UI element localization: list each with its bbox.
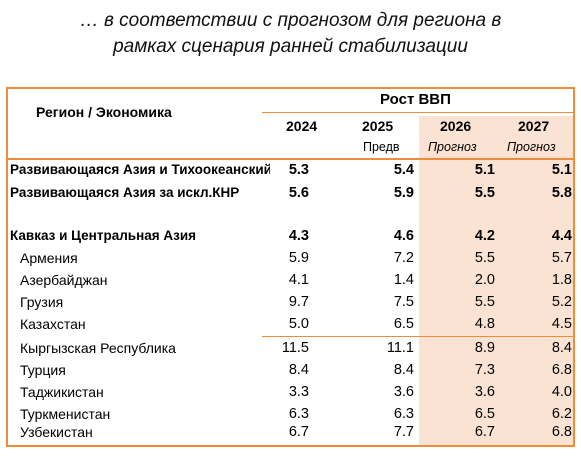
row-name: Казахстан — [20, 316, 86, 332]
value-2026: 5.5 — [474, 250, 495, 266]
value-2027: 6.8 — [551, 362, 572, 378]
value-2024: 11.5 — [281, 340, 309, 356]
sub-2027: Прогноз — [507, 140, 556, 154]
table-row: Таджикистан 3.3 3.6 3.6 4.0 — [0, 384, 581, 406]
header-bottom-rule — [7, 158, 574, 160]
value-2027: 5.1 — [551, 162, 572, 178]
value-2025: 1.4 — [393, 272, 414, 288]
sub-2025: Предв — [363, 140, 400, 154]
table-row: Узбекистан 6.7 7.7 6.7 6.8 — [0, 424, 581, 446]
row-name: Кыргызская Республика — [20, 340, 176, 356]
table-row: Армения 5.9 7.2 5.5 5.7 — [0, 250, 581, 272]
table-row: Развивающаяся Азия и Тихоокеанский регио… — [0, 162, 581, 184]
value-2024: 4.1 — [288, 272, 309, 288]
forecast-shade — [419, 116, 574, 446]
value-2027: 4.0 — [551, 384, 572, 400]
row-name: Армения — [20, 250, 78, 266]
value-2025: 5.4 — [393, 162, 414, 178]
value-2025: 3.6 — [393, 384, 414, 400]
value-2026: 5.1 — [474, 162, 495, 178]
value-2024: 5.6 — [288, 185, 309, 201]
value-2024: 5.9 — [288, 250, 309, 266]
value-2024: 6.7 — [288, 424, 309, 440]
value-2025: 8.4 — [393, 362, 414, 378]
value-2027: 6.8 — [551, 424, 572, 440]
row-name: Развивающаяся Азия и Тихоокеанский регио… — [10, 162, 270, 177]
row-name: Кавказ и Центральная Азия — [10, 228, 197, 243]
table-frame — [6, 87, 575, 447]
value-2026: 4.8 — [474, 316, 495, 332]
value-2026: 4.2 — [474, 228, 495, 244]
value-2027: 5.7 — [551, 250, 572, 266]
year-2027: 2027 — [518, 118, 550, 134]
value-2026: 7.3 — [474, 362, 495, 378]
value-2025: 7.5 — [393, 294, 414, 310]
value-2026: 6.5 — [474, 406, 495, 422]
value-2024: 5.0 — [288, 316, 309, 332]
row-name: Грузия — [20, 294, 64, 310]
value-2026: 3.6 — [474, 384, 495, 400]
table-row: Кавказ и Центральная Азия 4.3 4.6 4.2 4.… — [0, 228, 581, 250]
value-2027: 1.8 — [551, 272, 572, 288]
table-row: Грузия 9.7 7.5 5.5 5.2 — [0, 294, 581, 316]
table-row: Азербайджан 4.1 1.4 2.0 1.8 — [0, 272, 581, 294]
value-2026: 5.5 — [474, 185, 495, 201]
value-2026: 6.7 — [474, 424, 495, 440]
value-2025: 6.3 — [393, 406, 414, 422]
table-row: Казахстан 5.0 6.5 4.8 4.5 — [0, 316, 581, 338]
table-row: Кыргызская Республика 11.5 11.1 8.9 8.4 — [0, 340, 581, 362]
value-2025: 11.1 — [386, 340, 414, 356]
value-2024: 5.3 — [288, 162, 309, 178]
row-name: Турция — [20, 362, 66, 378]
value-2025: 7.7 — [393, 424, 414, 440]
value-2025: 5.9 — [393, 185, 414, 201]
value-2025: 6.5 — [393, 316, 414, 332]
value-2025: 7.2 — [393, 250, 414, 266]
value-2024: 3.3 — [288, 384, 309, 400]
row-name: Таджикистан — [20, 384, 104, 400]
gdp-header-rule — [262, 112, 574, 113]
year-2026: 2026 — [440, 118, 472, 134]
value-2027: 5.8 — [551, 185, 572, 201]
row-name: Азербайджан — [20, 272, 108, 288]
year-2025: 2025 — [362, 118, 394, 134]
slide-title-line1: … в соответствии с прогнозом для региона… — [79, 10, 502, 31]
value-2027: 4.5 — [551, 316, 572, 332]
kz-separator-rule — [262, 336, 574, 337]
value-2024: 4.3 — [288, 228, 309, 244]
row-name: Узбекистан — [20, 424, 93, 440]
value-2027: 5.2 — [551, 294, 572, 310]
value-2027: 4.4 — [551, 228, 572, 244]
value-2027: 6.2 — [551, 406, 572, 422]
value-2024: 9.7 — [288, 294, 309, 310]
slide-title-line2: рамках сценария ранней стабилизации — [113, 36, 468, 57]
value-2026: 2.0 — [474, 272, 495, 288]
year-2024: 2024 — [286, 118, 318, 134]
value-2027: 8.4 — [551, 340, 572, 356]
value-2026: 5.5 — [474, 294, 495, 310]
row-name: Развивающаяся Азия за искл.КНР — [10, 185, 240, 200]
table-row: Туркменистан 6.3 6.3 6.5 6.2 — [0, 406, 581, 428]
value-2024: 6.3 — [288, 406, 309, 422]
region-header: Регион / Экономика — [36, 104, 172, 120]
table-row: Развивающаяся Азия за искл.КНР 5.6 5.9 5… — [0, 185, 581, 207]
row-name: Туркменистан — [20, 406, 111, 422]
value-2026: 8.9 — [474, 340, 495, 356]
value-2025: 4.6 — [393, 228, 414, 244]
table-row: Турция 8.4 8.4 7.3 6.8 — [0, 362, 581, 384]
gdp-header: Рост ВВП — [380, 91, 451, 108]
value-2024: 8.4 — [288, 362, 309, 378]
sub-2026: Прогноз — [428, 140, 477, 154]
